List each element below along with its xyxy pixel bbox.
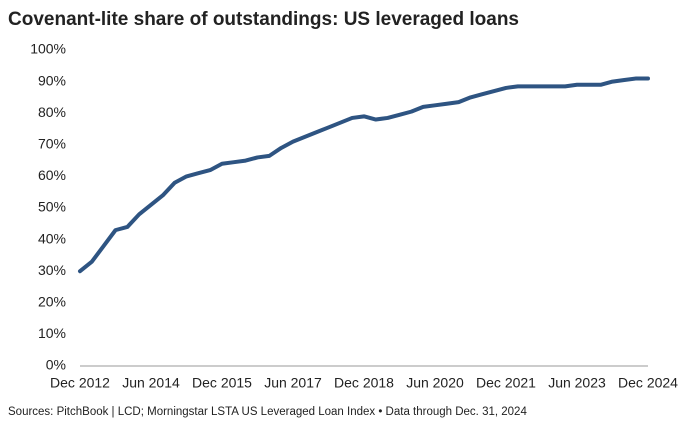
y-tick-label: 60% [38,167,66,183]
x-tick-label: Dec 2018 [334,375,394,391]
data-line [78,76,650,274]
x-tick-label: Jun 2020 [406,375,464,391]
x-tick-label: Dec 2012 [50,375,110,391]
y-tick-label: 40% [38,230,66,246]
x-tick-label: Dec 2015 [192,375,252,391]
y-tick-label: 30% [38,262,66,278]
x-tick-label: Dec 2024 [618,375,678,391]
x-tick-label: Jun 2017 [264,375,322,391]
x-tick-label: Jun 2014 [122,375,180,391]
y-tick-label: 80% [38,104,66,120]
y-tick-label: 10% [38,325,66,341]
y-tick-label: 0% [46,357,66,373]
y-tick-label: 70% [38,136,66,152]
source-note: Sources: PitchBook | LCD; Morningstar LS… [8,406,527,418]
y-tick-label: 20% [38,294,66,310]
y-tick-label: 90% [38,72,66,88]
chart-title: Covenant-lite share of outstandings: US … [8,9,519,30]
x-tick-label: Dec 2021 [476,375,536,391]
y-tick-label: 50% [38,199,66,215]
x-tick-label: Jun 2023 [548,375,606,391]
y-tick-label: 100% [30,41,66,57]
